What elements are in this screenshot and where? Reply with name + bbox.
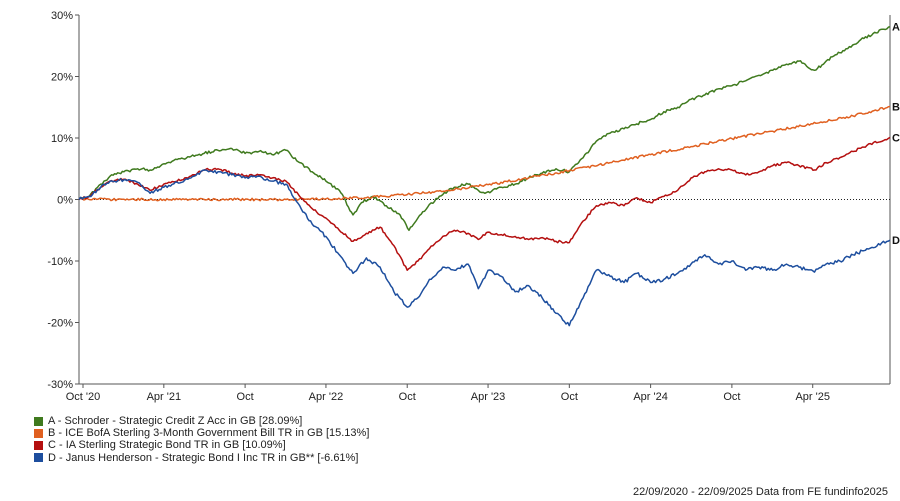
legend-item-c: C - IA Sterling Strategic Bond TR in GB … [34, 439, 369, 451]
legend-item-b: B - ICE BofA Sterling 3-Month Government… [34, 427, 369, 439]
series-end-label-b: B [892, 101, 900, 113]
y-tick-label: -20% [47, 318, 73, 330]
series-end-label-d: D [892, 235, 900, 247]
x-tick-label: Apr '22 [309, 391, 344, 403]
y-tick-label: -10% [47, 256, 73, 268]
legend-label: C - IA Sterling Strategic Bond TR in GB … [48, 439, 286, 452]
y-tick-label: 0% [57, 195, 73, 207]
legend-swatch [34, 428, 43, 438]
axis-labels: 30% 20% 10% 0% -10% -20% -30%Oct '20 Apr '21 Oct… [47, 10, 900, 403]
series-end-label-c: C [892, 132, 900, 144]
y-tick-label: 30% [51, 10, 73, 22]
legend-label: A - Schroder - Strategic Credit Z Acc in… [48, 415, 303, 427]
x-tick-label: Oct [561, 391, 578, 403]
chart-legend: A - Schroder - Strategic Credit Z Acc in… [34, 415, 369, 464]
x-tick-label: Apr '23 [471, 391, 506, 403]
x-tick-label: Oct [399, 391, 416, 403]
series-line-a [78, 25, 891, 232]
data-source-footer: 22/09/2020 - 22/09/2025 Data from FE fun… [632, 486, 888, 498]
x-tick-label: Oct '20 [66, 391, 101, 403]
legend-swatch [34, 441, 43, 450]
series-line-c [78, 136, 891, 271]
series-lines [78, 25, 891, 327]
legend-item-d: D - Janus Henderson - Strategic Bond I I… [34, 452, 369, 464]
y-tick-label: 20% [51, 72, 73, 84]
legend-swatch [34, 416, 43, 426]
legend-item-a: A - Schroder - Strategic Credit Z Acc in… [34, 415, 369, 427]
y-tick-label: -30% [47, 379, 73, 391]
series-line-d [78, 169, 891, 327]
legend-label: D - Janus Henderson - Strategic Bond I I… [48, 451, 359, 464]
chart-axes [75, 14, 891, 388]
x-tick-label: Oct [723, 391, 740, 403]
legend-label: B - ICE BofA Sterling 3-Month Government… [48, 427, 370, 440]
y-tick-label: 10% [51, 133, 73, 145]
series-line-b [78, 105, 891, 202]
x-tick-label: Oct [237, 391, 254, 403]
performance-line-chart: 30% 20% 10% 0% -10% -20% -30%Oct '20 Apr '21 Oct… [47, 10, 900, 403]
series-end-label-a: A [892, 22, 900, 34]
legend-swatch [34, 453, 43, 463]
x-tick-label: Apr '24 [633, 391, 668, 403]
x-tick-label: Apr '21 [147, 391, 182, 403]
x-tick-label: Apr '25 [795, 391, 830, 403]
